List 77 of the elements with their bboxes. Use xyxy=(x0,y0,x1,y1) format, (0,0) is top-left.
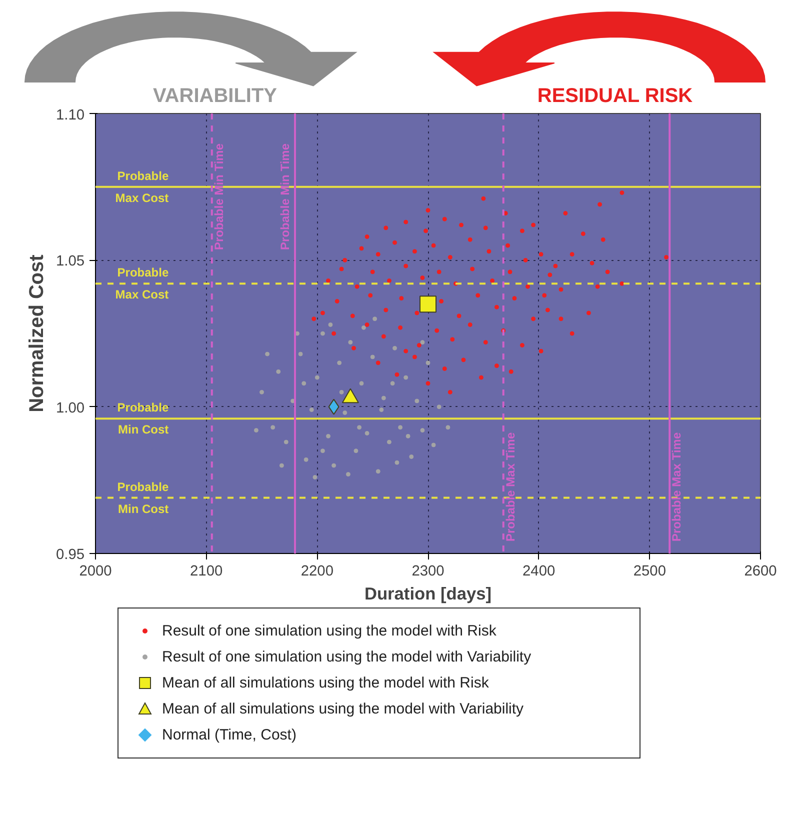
point xyxy=(431,442,436,448)
point xyxy=(361,325,366,330)
legend-label: Result of one simulation using the model with Risk xyxy=(162,622,497,640)
ref-line-label: Probable Min Cost xyxy=(117,480,169,516)
x-axis-title: Duration [days] xyxy=(364,584,492,604)
point xyxy=(332,463,336,468)
point xyxy=(342,410,348,415)
legend-label: Normal (Time, Cost) xyxy=(162,726,296,744)
point xyxy=(328,322,333,327)
point xyxy=(320,331,325,336)
x-tick-label: 2500 xyxy=(633,564,666,580)
text: VARIABILITY xyxy=(152,85,278,107)
point xyxy=(354,448,358,454)
legend-label: Result of one simulation using the model with Variability xyxy=(162,648,532,666)
point xyxy=(409,454,414,459)
point xyxy=(386,440,392,444)
point xyxy=(446,425,450,430)
ref-line-label: Probable Max Time xyxy=(670,432,684,542)
x-tick-label: 2400 xyxy=(522,564,556,580)
point xyxy=(279,463,284,468)
point xyxy=(426,360,430,366)
point xyxy=(254,428,258,433)
point xyxy=(337,360,342,366)
ref-line-label: Probable Min Time xyxy=(212,143,226,250)
point xyxy=(376,469,380,474)
point xyxy=(260,390,264,394)
point xyxy=(276,369,281,374)
point xyxy=(394,460,400,465)
y-tick-label: 1.10 xyxy=(56,108,85,124)
point xyxy=(326,434,330,438)
point xyxy=(265,352,270,356)
point xyxy=(359,381,364,386)
ref-line-label: Probable Min Cost xyxy=(117,400,169,437)
legend-label: Mean of all simulations using the model with Variability xyxy=(162,700,524,718)
ref-line-label: Probable Max Cost xyxy=(115,168,169,205)
x-tick-label: 2300 xyxy=(412,564,444,580)
y-tick-label: 1.00 xyxy=(56,400,85,416)
point xyxy=(302,381,306,386)
x-tick-label: 2100 xyxy=(190,564,223,580)
x-tick-label: 2200 xyxy=(300,564,334,580)
point xyxy=(304,457,308,462)
point xyxy=(379,408,384,412)
point xyxy=(370,354,375,360)
point xyxy=(406,434,410,438)
point xyxy=(414,398,420,404)
x-tick-label: 2600 xyxy=(744,564,777,580)
x-tick-label: 2000 xyxy=(79,564,112,580)
point xyxy=(270,425,276,430)
point xyxy=(298,352,303,356)
point xyxy=(420,428,425,433)
point xyxy=(390,381,395,386)
y-tick-label: 0.95 xyxy=(56,547,85,563)
point xyxy=(348,340,353,345)
point xyxy=(346,472,350,477)
point xyxy=(364,430,370,436)
point xyxy=(372,316,378,322)
point xyxy=(381,396,386,400)
point xyxy=(320,448,325,454)
ref-line-label: Probable Min Time xyxy=(278,143,292,250)
ref-line-label: Probable Max Cost xyxy=(115,266,169,302)
point xyxy=(312,474,318,480)
point xyxy=(420,340,425,345)
point xyxy=(309,408,314,412)
point xyxy=(339,390,344,394)
point xyxy=(284,440,288,444)
text: RESIDUAL RISK xyxy=(537,85,694,107)
point xyxy=(420,296,436,313)
point xyxy=(436,404,442,410)
ref-line-label: Probable Max Time xyxy=(503,432,518,542)
point xyxy=(404,375,408,380)
point xyxy=(357,425,362,430)
y-axis-title: Normalized Cost xyxy=(26,254,48,412)
legend-label: Mean of all simulations using the model with Risk xyxy=(162,674,490,692)
point xyxy=(398,425,403,430)
point xyxy=(392,346,397,350)
point xyxy=(314,375,320,380)
y-tick-label: 1.05 xyxy=(56,254,85,270)
